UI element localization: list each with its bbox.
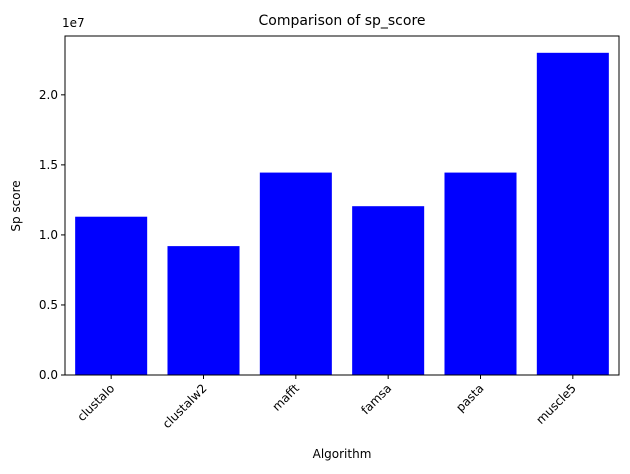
x-tick-label: mafft	[269, 381, 302, 414]
bar-clustalo	[75, 216, 148, 375]
bars-layer	[75, 52, 609, 376]
bar-famsa	[352, 206, 425, 375]
y-tick-label: 0.5	[39, 298, 58, 312]
x-tick-label: pasta	[453, 381, 486, 414]
x-tick-label: famsa	[358, 381, 394, 417]
y-tick-label: 1.0	[39, 228, 58, 242]
x-tick-label: clustalw2	[160, 381, 210, 431]
x-tick-label: muscle5	[533, 381, 579, 427]
y-tick-label: 2.0	[39, 88, 58, 102]
y-axis-ticks: 0.0 0.5 1.0 1.5 2.0	[39, 88, 65, 382]
y-tick-label: 0.0	[39, 368, 58, 382]
bar-mafft	[259, 172, 332, 375]
bar-muscle5	[536, 52, 609, 376]
bar-clustalw2	[167, 246, 240, 375]
plot-frame	[64, 35, 620, 376]
x-axis-ticks: clustalo clustalw2 mafft famsa pasta muscle5	[74, 375, 579, 431]
y-tick-label: 1.5	[39, 158, 58, 172]
y-axis-label: Sp score	[9, 180, 23, 231]
x-axis-label: Algorithm	[313, 447, 372, 461]
x-tick-label: clustalo	[74, 381, 117, 424]
y-offset-label: 1e7	[62, 16, 85, 30]
chart-title: Comparison of sp_score	[258, 13, 425, 29]
bar-pasta	[444, 172, 517, 375]
